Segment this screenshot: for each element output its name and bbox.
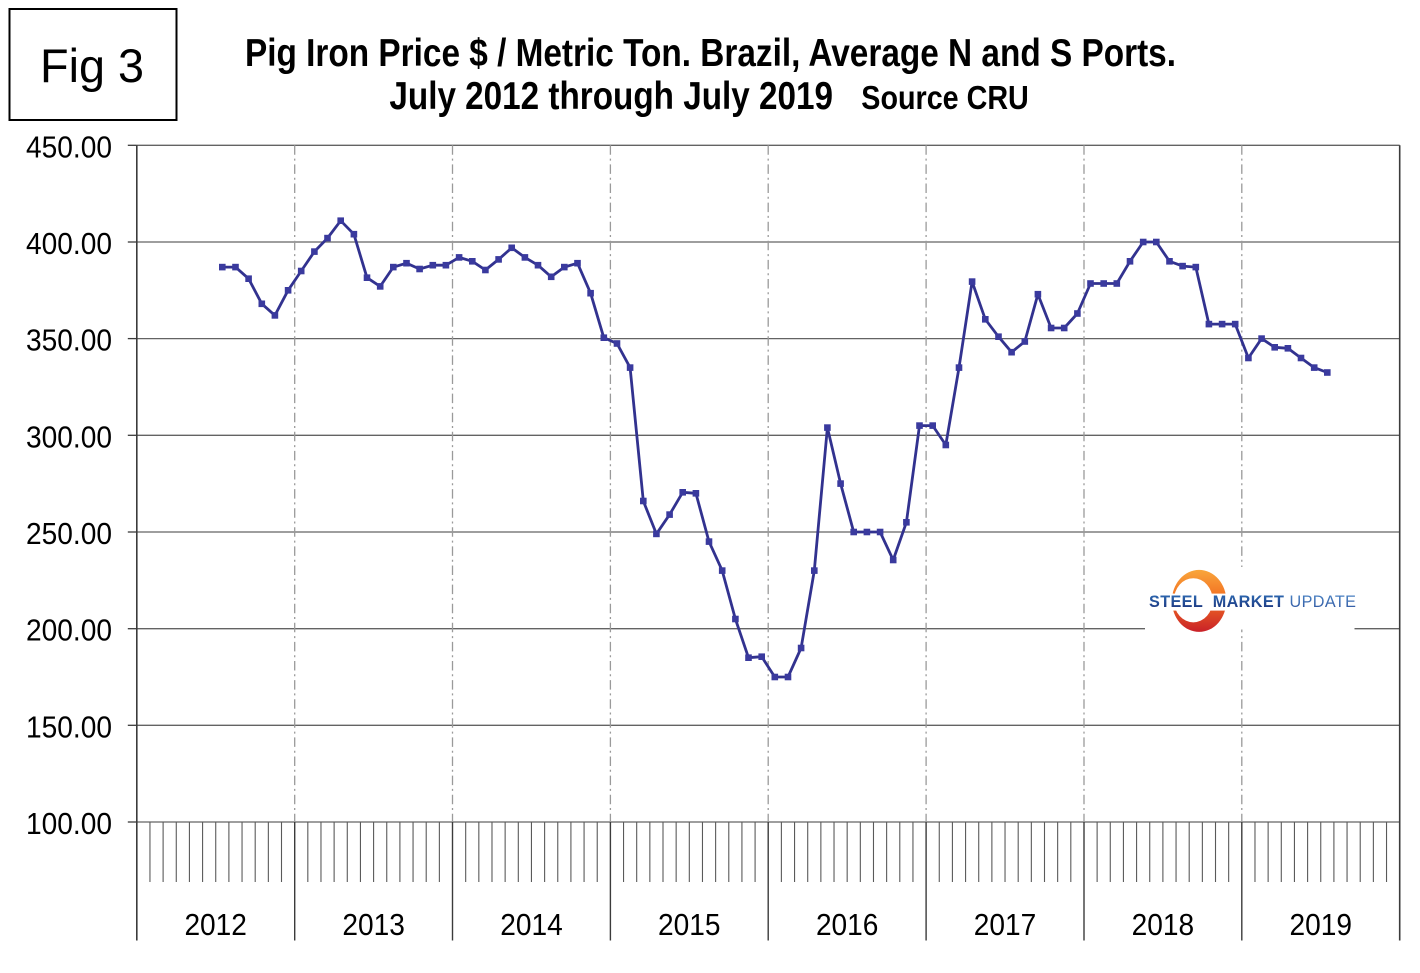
svg-text:2019: 2019 [1290,907,1353,942]
svg-text:Source CRU: Source CRU [861,79,1029,116]
svg-text:STEEL: STEEL [1149,593,1203,611]
svg-text:2013: 2013 [342,907,405,942]
svg-text:2018: 2018 [1132,907,1195,942]
svg-text:250.00: 250.00 [26,516,112,551]
svg-text:450.00: 450.00 [26,129,112,164]
svg-text:300.00: 300.00 [26,419,112,454]
svg-text:Fig 3: Fig 3 [40,39,144,92]
svg-text:MARKET: MARKET [1213,593,1285,611]
svg-text:350.00: 350.00 [26,323,112,358]
svg-text:2015: 2015 [658,907,721,942]
svg-text:Pig Iron Price $ / Metric Ton.: Pig Iron Price $ / Metric Ton. Brazil, A… [245,32,1176,75]
svg-text:400.00: 400.00 [26,226,112,261]
svg-text:2017: 2017 [974,907,1037,942]
svg-text:150.00: 150.00 [26,709,112,744]
svg-text:July 2012 through July 2019: July 2012 through July 2019 [389,75,833,118]
svg-text:2014: 2014 [500,907,563,942]
svg-text:UPDATE: UPDATE [1290,593,1357,611]
svg-text:2016: 2016 [816,907,879,942]
svg-text:200.00: 200.00 [26,613,112,648]
svg-text:2012: 2012 [184,907,247,942]
svg-text:100.00: 100.00 [26,806,112,841]
